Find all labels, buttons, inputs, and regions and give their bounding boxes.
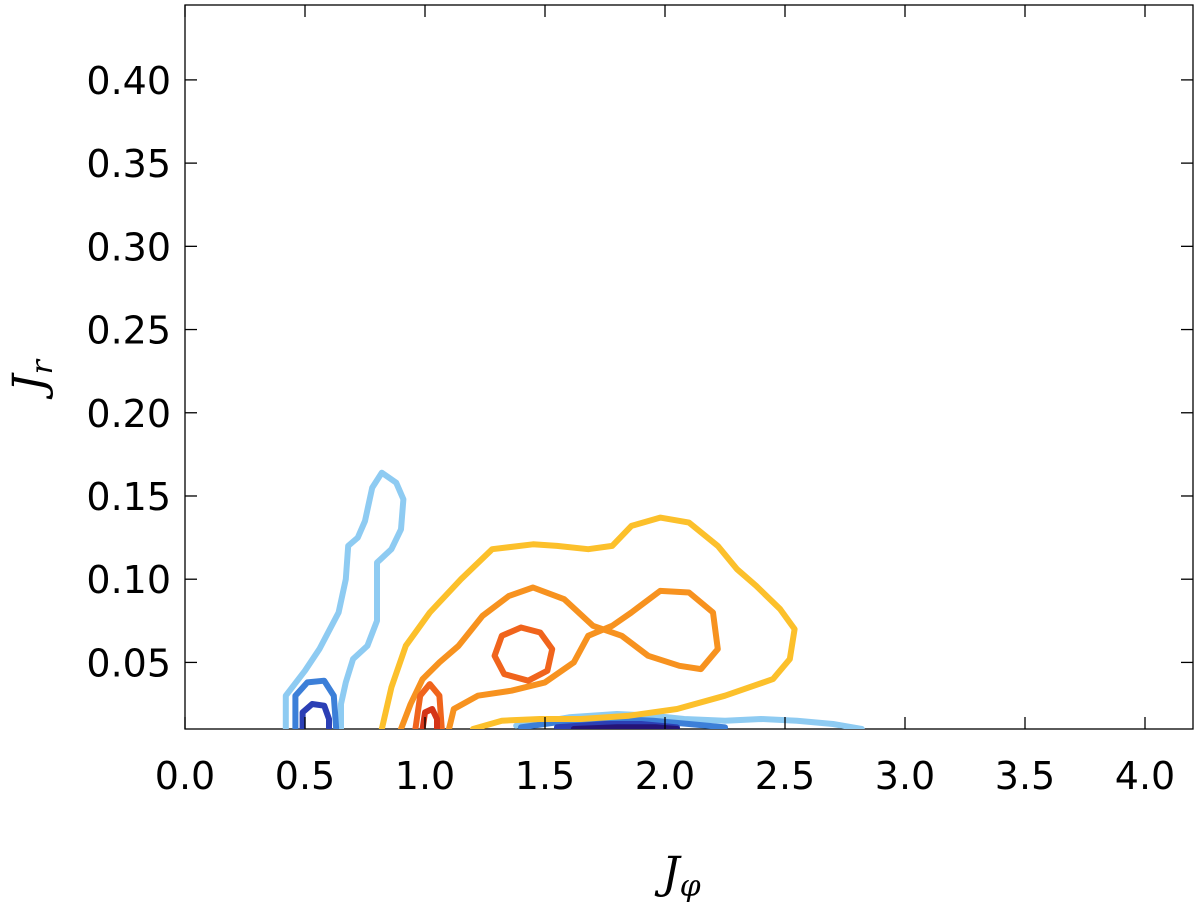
- x-tick-label: 2.0: [635, 754, 695, 798]
- y-tick-label: 0.20: [86, 392, 171, 436]
- x-tick-label: 1.5: [515, 754, 575, 798]
- warm-contour-level-4: [419, 706, 440, 729]
- plot-area: [184, 4, 1194, 730]
- warm-contour-level-3: [412, 681, 445, 729]
- blue-contour-level-2: [292, 677, 340, 729]
- y-tick-label: 0.10: [86, 558, 171, 602]
- y-tick-label: 0.05: [86, 641, 171, 685]
- x-tick-label: 3.0: [875, 754, 935, 798]
- x-axis-label: Jφ: [654, 848, 701, 904]
- warm-contour-level-1: [378, 514, 798, 729]
- x-tick-label: 3.5: [995, 754, 1055, 798]
- y-tick-label: 0.30: [86, 225, 171, 269]
- x-tick-label: 4.0: [1115, 754, 1175, 798]
- y-tick-label: 0.35: [86, 142, 171, 186]
- x-tick-label: 1.0: [395, 754, 455, 798]
- x-tick-label: 0.0: [155, 754, 215, 798]
- y-tick-label: 0.15: [86, 475, 171, 519]
- blue-contour-level-4: [570, 724, 680, 729]
- contour-layer: [282, 469, 865, 729]
- x-tick-label: 0.5: [275, 754, 335, 798]
- warm-contour-level-3: [491, 624, 556, 684]
- warm-contour-level-2: [398, 584, 721, 729]
- y-tick-label: 0.40: [86, 59, 171, 103]
- blue-contour-level-2: [518, 716, 728, 729]
- y-axis-label: Jr: [4, 358, 60, 400]
- y-axis-ticks: 0.05 0.10 0.15 0.20 0.25 0.30 0.35 0.40: [86, 59, 1193, 685]
- x-axis-ticks: 0.0 0.5 1.0 1.5 2.0 2.5 3.0 3.5 4.0: [155, 5, 1175, 798]
- y-tick-label: 0.25: [86, 309, 171, 353]
- blue-contour-level-1: [282, 469, 407, 729]
- x-tick-label: 2.5: [755, 754, 815, 798]
- blue-contour-level-3: [299, 701, 332, 729]
